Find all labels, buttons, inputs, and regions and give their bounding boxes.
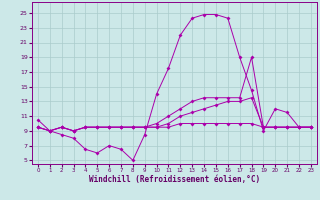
X-axis label: Windchill (Refroidissement éolien,°C): Windchill (Refroidissement éolien,°C): [89, 175, 260, 184]
